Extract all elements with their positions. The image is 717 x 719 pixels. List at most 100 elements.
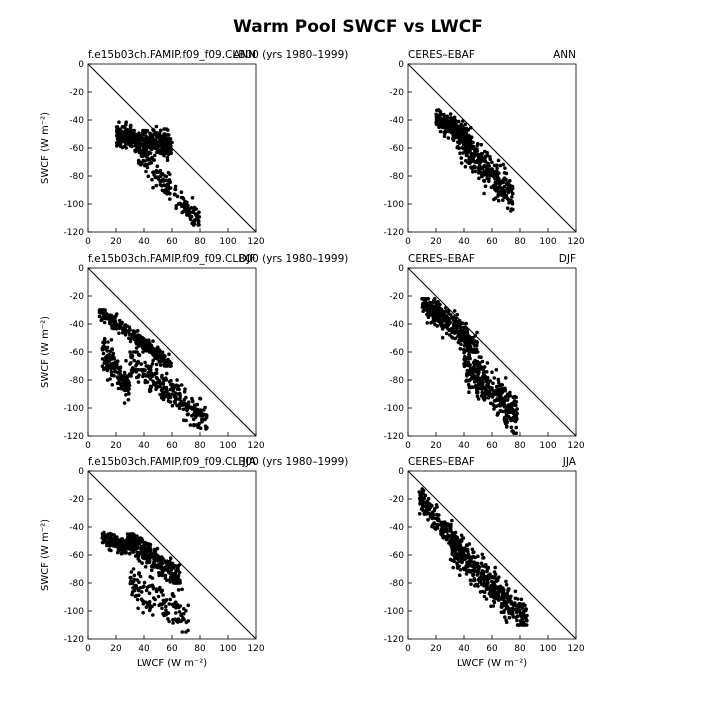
scatter-point [455, 539, 459, 543]
x-tick-label: 100 [539, 237, 556, 247]
scatter-point [176, 573, 181, 578]
scatter-point [512, 431, 516, 436]
scatter-point [183, 402, 188, 407]
scatter-point [427, 311, 431, 316]
panel-season-label: JJA [242, 456, 257, 468]
scatter-point [113, 369, 117, 374]
scatter-point [155, 150, 159, 154]
scatter-point [458, 325, 463, 329]
scatter-point [165, 187, 170, 191]
x-axis-label: LWCF (W m⁻²) [457, 658, 527, 669]
scatter-point [158, 565, 162, 569]
scatter-point [165, 192, 169, 196]
scatter-point [107, 314, 111, 318]
scatter-point [104, 311, 108, 316]
scatter-point [435, 117, 439, 121]
scatter-point [454, 534, 458, 539]
scatter-point [472, 550, 476, 554]
scatter-point [177, 397, 181, 401]
x-tick-label: 40 [138, 237, 150, 247]
scatter-point [518, 611, 523, 616]
scatter-point [447, 534, 451, 539]
scatter-point [161, 569, 165, 573]
scatter-point [160, 395, 165, 399]
scatter-point [127, 391, 131, 396]
scatter-point [445, 114, 450, 119]
scatter-point [421, 309, 426, 314]
scatter-point [168, 597, 172, 602]
scatter-point [432, 521, 436, 525]
scatter-point [158, 363, 163, 367]
y-tick-label: -40 [389, 116, 404, 126]
scatter-point [513, 403, 518, 407]
y-tick-label: -60 [69, 551, 84, 561]
y-tick-label: -120 [64, 228, 85, 238]
scatter-point [177, 563, 181, 567]
scatter-point [510, 184, 515, 189]
scatter-point [173, 581, 178, 585]
scatter-point [423, 493, 428, 498]
scatter-point [439, 532, 443, 536]
x-tick-label: 120 [247, 237, 264, 247]
scatter-point [171, 565, 176, 570]
scatter-point [164, 604, 168, 609]
scatter-point [137, 146, 142, 150]
scatter-point [105, 345, 110, 350]
scatter-point [142, 580, 147, 585]
scatter-point [504, 409, 508, 413]
scatter-point [457, 564, 461, 568]
scatter-point [472, 164, 477, 169]
scatter-point [475, 330, 479, 335]
scatter-point [473, 583, 477, 588]
scatter-point [180, 630, 185, 634]
scatter-point [426, 518, 430, 522]
scatter-point [501, 387, 506, 392]
scatter-point [523, 603, 527, 608]
scatter-point [138, 586, 143, 590]
scatter-point [494, 579, 499, 583]
scatter-point [138, 540, 143, 544]
scatter-point [481, 396, 486, 401]
scatter-point [106, 355, 111, 360]
scatter-point [166, 128, 170, 132]
scatter-point [518, 602, 523, 606]
scatter-point [163, 354, 167, 359]
scatter-point [110, 355, 114, 359]
scatter-point [186, 628, 190, 633]
reference-line [407, 63, 577, 233]
scatter-point [502, 176, 507, 180]
scatter-point [506, 405, 510, 409]
y-tick-label: -20 [69, 88, 84, 98]
scatter-point [493, 390, 497, 395]
scatter-point [463, 548, 468, 552]
scatter-point [476, 569, 481, 573]
scatter-point [476, 390, 480, 395]
scatter-point [160, 373, 164, 378]
scatter-point [107, 540, 112, 544]
scatter-point [175, 194, 180, 199]
scatter-point [432, 508, 437, 513]
scatter-point [201, 417, 205, 422]
scatter-point [475, 394, 480, 399]
scatter-point [426, 301, 431, 306]
scatter-point [168, 359, 172, 364]
scatter-point [496, 193, 501, 197]
scatter-point [471, 170, 475, 174]
scatter-point [164, 376, 168, 381]
scatter-panel-3: 0 20 40 60 80 100 120 0 -20 -40 -60 -80 -100 -120 f.e1… [40, 253, 348, 451]
scatter-point [437, 306, 442, 311]
scatter-point [163, 565, 167, 570]
scatter-point [509, 601, 514, 606]
scatter-point [137, 559, 142, 563]
scatter-point [468, 139, 472, 143]
scatter-point [123, 323, 128, 327]
scatter-point [485, 361, 490, 365]
scatter-point [482, 590, 487, 594]
scatter-point [118, 133, 122, 137]
scatter-point [418, 493, 423, 498]
scatter-point [203, 424, 208, 429]
scatter-point [454, 135, 458, 140]
scatter-point [112, 364, 117, 369]
scatter-point [154, 124, 159, 129]
